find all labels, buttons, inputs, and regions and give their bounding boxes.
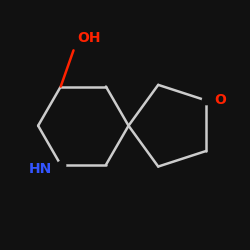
Text: HN: HN [29, 162, 52, 176]
Text: OH: OH [78, 31, 101, 45]
Text: O: O [215, 94, 226, 108]
